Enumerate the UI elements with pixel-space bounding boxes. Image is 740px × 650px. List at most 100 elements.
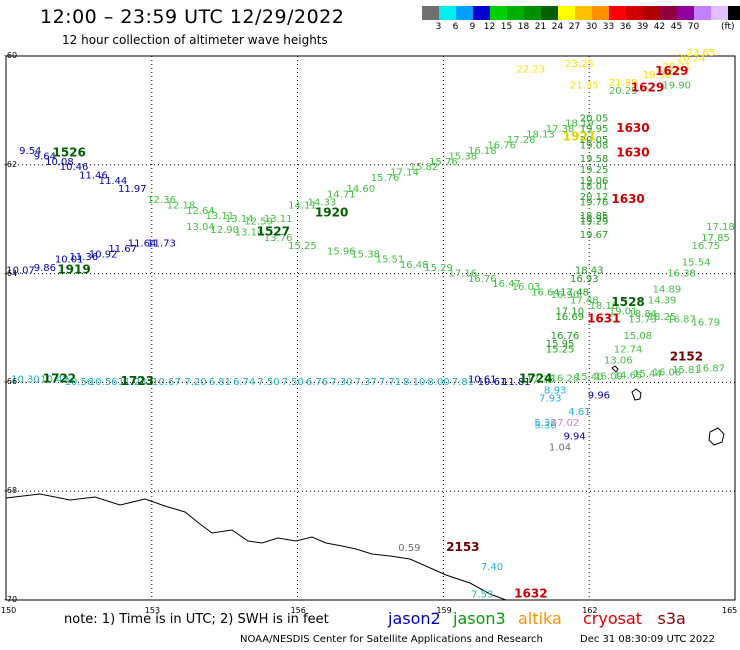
wave-height-value: 13.14 <box>225 214 254 225</box>
scale-label: 33 <box>602 22 615 32</box>
wave-height-value: 13.06 <box>604 355 633 366</box>
wave-height-value: 17.38 <box>546 124 575 135</box>
wave-height-value: 1.04 <box>549 442 571 453</box>
wave-height-value: 16.69 <box>555 312 584 323</box>
wave-height-value: 18.43 <box>575 266 604 277</box>
wave-height-value: 11.36 <box>69 252 98 263</box>
wave-height-value: 5.38 <box>534 418 556 429</box>
wave-height-value: 16.03 <box>512 282 541 293</box>
wave-height-value: 21.35 <box>570 81 599 92</box>
scale-swatch <box>711 6 728 20</box>
wave-height-value: 16.76 <box>487 140 516 151</box>
wave-height-value: 16.75 <box>692 241 721 252</box>
scale-swatch <box>643 6 660 20</box>
wave-height-value: 16.90 <box>551 290 580 301</box>
wave-height-value: 15.81 <box>672 365 701 376</box>
wave-height-value: 7.50 <box>257 377 279 388</box>
wave-height-value: 14.65 <box>614 371 643 382</box>
time-marker: 1724 <box>519 371 552 385</box>
wave-height-value: 14.89 <box>653 285 682 296</box>
time-marker: 1921 <box>563 129 596 143</box>
wave-height-value: 19.08 <box>580 140 609 151</box>
scale-swatch <box>541 6 558 20</box>
wave-height-value: 17.18 <box>706 222 735 233</box>
island-shape <box>631 388 642 401</box>
time-marker: 1526 <box>52 146 85 160</box>
wave-height-value: 15.40 <box>575 372 604 383</box>
time-marker: 1632 <box>514 586 547 600</box>
wave-height-value: 10.07 <box>6 266 35 277</box>
scale-swatch <box>558 6 575 20</box>
map-grid <box>5 55 736 601</box>
wave-height-value: 18.18 <box>589 301 618 312</box>
wave-height-value: 23.25 <box>565 59 594 70</box>
wave-height-value: 16.47 <box>492 279 521 290</box>
wave-height-value: 7.40 <box>481 562 503 573</box>
wave-height-value: 15.76 <box>371 173 400 184</box>
wave-height-value: 17.48 <box>570 296 599 307</box>
time-marker: 1631 <box>587 312 620 326</box>
wave-height-value: 16.09 <box>594 372 623 383</box>
scale-swatch <box>609 6 626 20</box>
scale-swatch <box>490 6 507 20</box>
wave-height-value: 11.81 <box>502 377 531 388</box>
wave-height-value: 19.76 <box>580 198 609 209</box>
wave-height-value: 10.61 <box>478 377 507 388</box>
scale-swatch <box>507 6 524 20</box>
wave-height-value: 20.05 <box>580 135 609 146</box>
latitude-label: -64 <box>4 268 18 278</box>
wave-height-value: 11.97 <box>118 184 147 195</box>
island-shape <box>611 365 619 373</box>
wave-height-value: 6.76 <box>306 377 328 388</box>
page-subtitle: 12 hour collection of altimeter wave hei… <box>62 33 328 47</box>
scale-swatch <box>439 6 456 20</box>
wave-height-value: 16.64 <box>531 287 560 298</box>
wave-height-value: 15.44 <box>633 369 662 380</box>
wave-height-value: 19.58 <box>580 154 609 165</box>
longitude-label: 156 <box>290 606 306 615</box>
wave-height-value: 18.85 <box>580 211 609 222</box>
wave-height-value: 7.50 <box>282 377 304 388</box>
scale-label: 45 <box>670 22 683 32</box>
longitude-label: 159 <box>436 606 452 615</box>
wave-height-value: 16.79 <box>692 317 721 328</box>
wave-height-value: 7.81 <box>452 377 474 388</box>
wave-height-value: 20.21 <box>662 62 691 73</box>
wave-height-value: 15.95 <box>546 339 575 350</box>
wave-height-value: 14.39 <box>648 296 677 307</box>
wave-height-value: 5.36 <box>534 421 556 432</box>
wave-height-value: 13.14 <box>235 228 264 239</box>
wave-height-value: 10.56 <box>89 377 118 388</box>
scale-label: 24 <box>551 22 564 32</box>
wave-height-value: 22.23 <box>517 64 546 75</box>
satellite-altika: altika <box>518 609 562 628</box>
wave-height-value: 12.36 <box>147 195 176 206</box>
wave-height-value: 15.82 <box>410 162 439 173</box>
wave-height-value: 16.28 <box>551 373 580 384</box>
wave-height-value: 15.25 <box>546 344 575 355</box>
wave-height-value: 16.93 <box>570 274 599 285</box>
wave-height-value: 16.76 <box>551 331 580 342</box>
scale-swatch <box>575 6 592 20</box>
scale-label: 6 <box>452 22 459 32</box>
scale-swatch <box>660 6 677 20</box>
time-marker: 2152 <box>670 350 703 364</box>
wave-height-value: 8.93 <box>544 385 566 396</box>
wave-height-value: 19.90 <box>643 70 672 81</box>
wave-height-value: 4.61 <box>568 407 590 418</box>
footer-credit: NOAA/NESDIS Center for Satellite Applica… <box>240 634 543 645</box>
scale-label: 30 <box>585 22 598 32</box>
page-title: 12:00 – 23:59 UTC 12/29/2022 <box>40 6 345 28</box>
scale-swatch <box>473 6 490 20</box>
wave-height-value: 9.64 <box>34 151 56 162</box>
wave-height-value: 20.12 <box>580 192 609 203</box>
scale-label: 9 <box>469 22 476 32</box>
scale-swatch <box>626 6 643 20</box>
time-markers: 1526 1919 1920 1527 1722 1723 1724 1528 1629 1629… <box>43 64 703 600</box>
wave-height-value: 7.71 <box>379 377 401 388</box>
wave-height-value: 8.10 <box>403 377 425 388</box>
longitude-label: 162 <box>582 606 598 615</box>
wave-height-value: 15.25 <box>288 241 317 252</box>
latitude-label: -62 <box>4 159 18 169</box>
